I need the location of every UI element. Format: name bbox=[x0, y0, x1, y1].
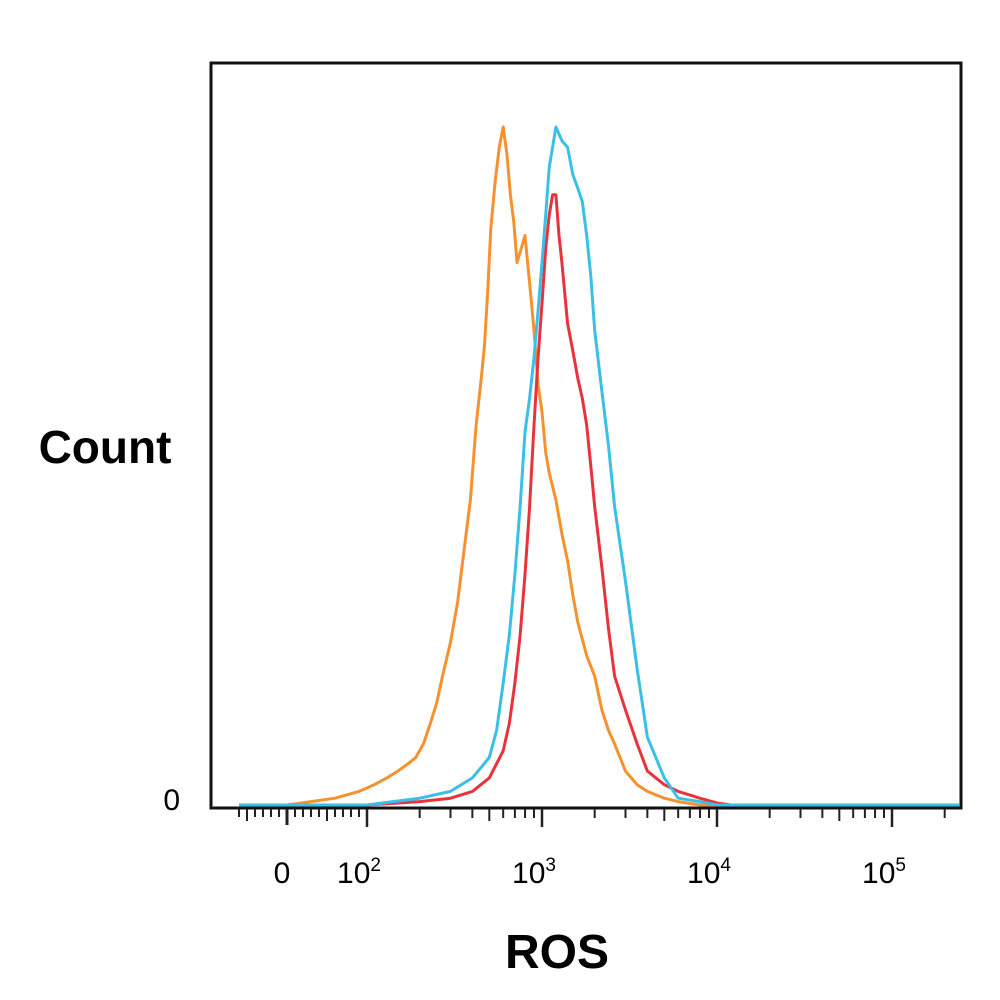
x-axis-label: ROS bbox=[505, 926, 609, 979]
histogram-series-3 bbox=[239, 125, 959, 807]
histogram-series-2 bbox=[239, 193, 959, 807]
y-tick-label-zero: 0 bbox=[163, 784, 180, 817]
x-tick-labels: 0 102 103 104 105 bbox=[274, 855, 906, 890]
x-axis-ticks bbox=[238, 809, 946, 827]
series-layer bbox=[239, 125, 959, 807]
x-tick-label: 102 bbox=[337, 855, 381, 890]
x-tick-label: 0 bbox=[274, 857, 291, 890]
histogram-series-1 bbox=[239, 125, 959, 807]
x-tick-label: 104 bbox=[687, 855, 731, 890]
x-tick-label: 105 bbox=[862, 855, 906, 890]
plot-frame bbox=[209, 61, 963, 810]
x-tick-label: 103 bbox=[512, 855, 556, 890]
y-axis-label: Count bbox=[39, 421, 172, 473]
